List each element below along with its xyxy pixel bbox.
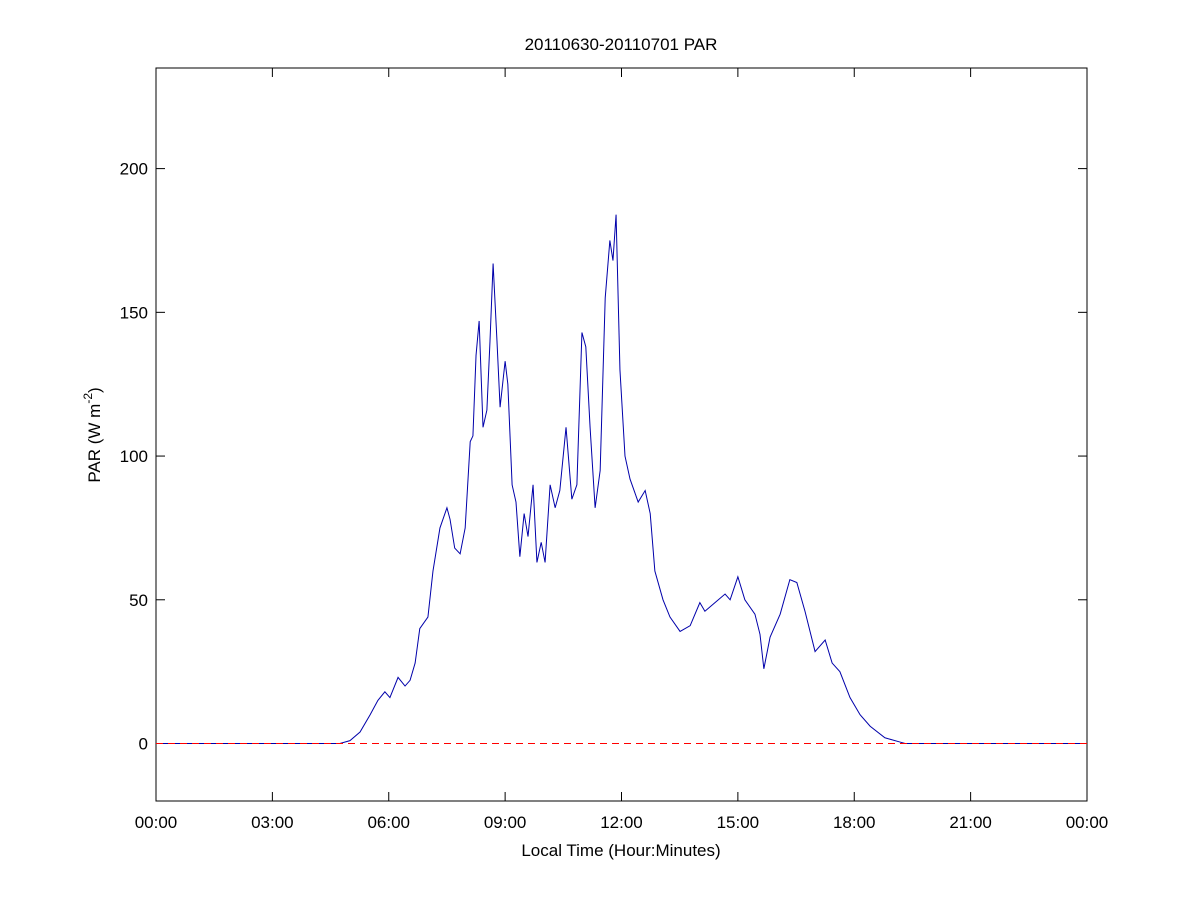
data-line xyxy=(156,214,1087,745)
x-tick-label: 03:00 xyxy=(251,813,294,832)
y-axis-label: PAR (W m-2) xyxy=(81,387,104,482)
x-tick-label: 21:00 xyxy=(949,813,992,832)
y-tick-label: 50 xyxy=(129,591,148,610)
y-tick-label: 150 xyxy=(120,303,148,322)
x-tick-label: 15:00 xyxy=(717,813,760,832)
x-tick-label: 18:00 xyxy=(833,813,876,832)
y-label-main: PAR (W m xyxy=(85,404,104,483)
y-label-end: ) xyxy=(85,387,104,393)
y-tick-label: 0 xyxy=(139,735,148,754)
x-tick-label: 09:00 xyxy=(484,813,527,832)
y-tick-label: 100 xyxy=(120,447,148,466)
x-tick-label: 12:00 xyxy=(600,813,643,832)
x-tick-label: 00:00 xyxy=(135,813,178,832)
chart-title: 20110630-20110701 PAR xyxy=(525,35,718,54)
y-tick-label: 200 xyxy=(120,160,148,179)
y-label-sup: -2 xyxy=(81,393,95,404)
x-tick-label: 00:00 xyxy=(1066,813,1109,832)
x-tick-label: 06:00 xyxy=(367,813,410,832)
x-axis-label: Local Time (Hour:Minutes) xyxy=(521,841,720,860)
